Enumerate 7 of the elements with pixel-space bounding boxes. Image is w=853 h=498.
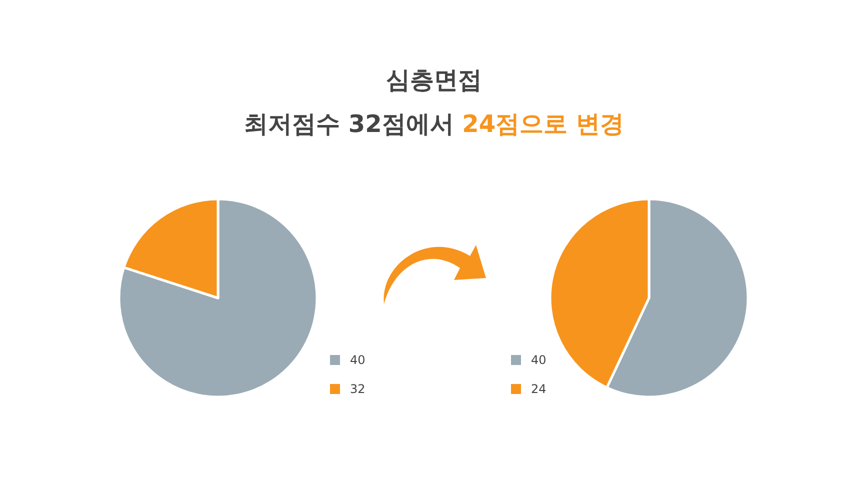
legend-label: 40 [350, 353, 366, 367]
text: 심층면접 [386, 66, 482, 94]
pie-slice [118, 198, 318, 398]
legend-label: 32 [350, 382, 366, 396]
legend-label: 24 [531, 382, 546, 396]
legend-label: 40 [531, 353, 546, 367]
text: 최저점수 32점에서 24점으로 변경 [244, 110, 624, 138]
